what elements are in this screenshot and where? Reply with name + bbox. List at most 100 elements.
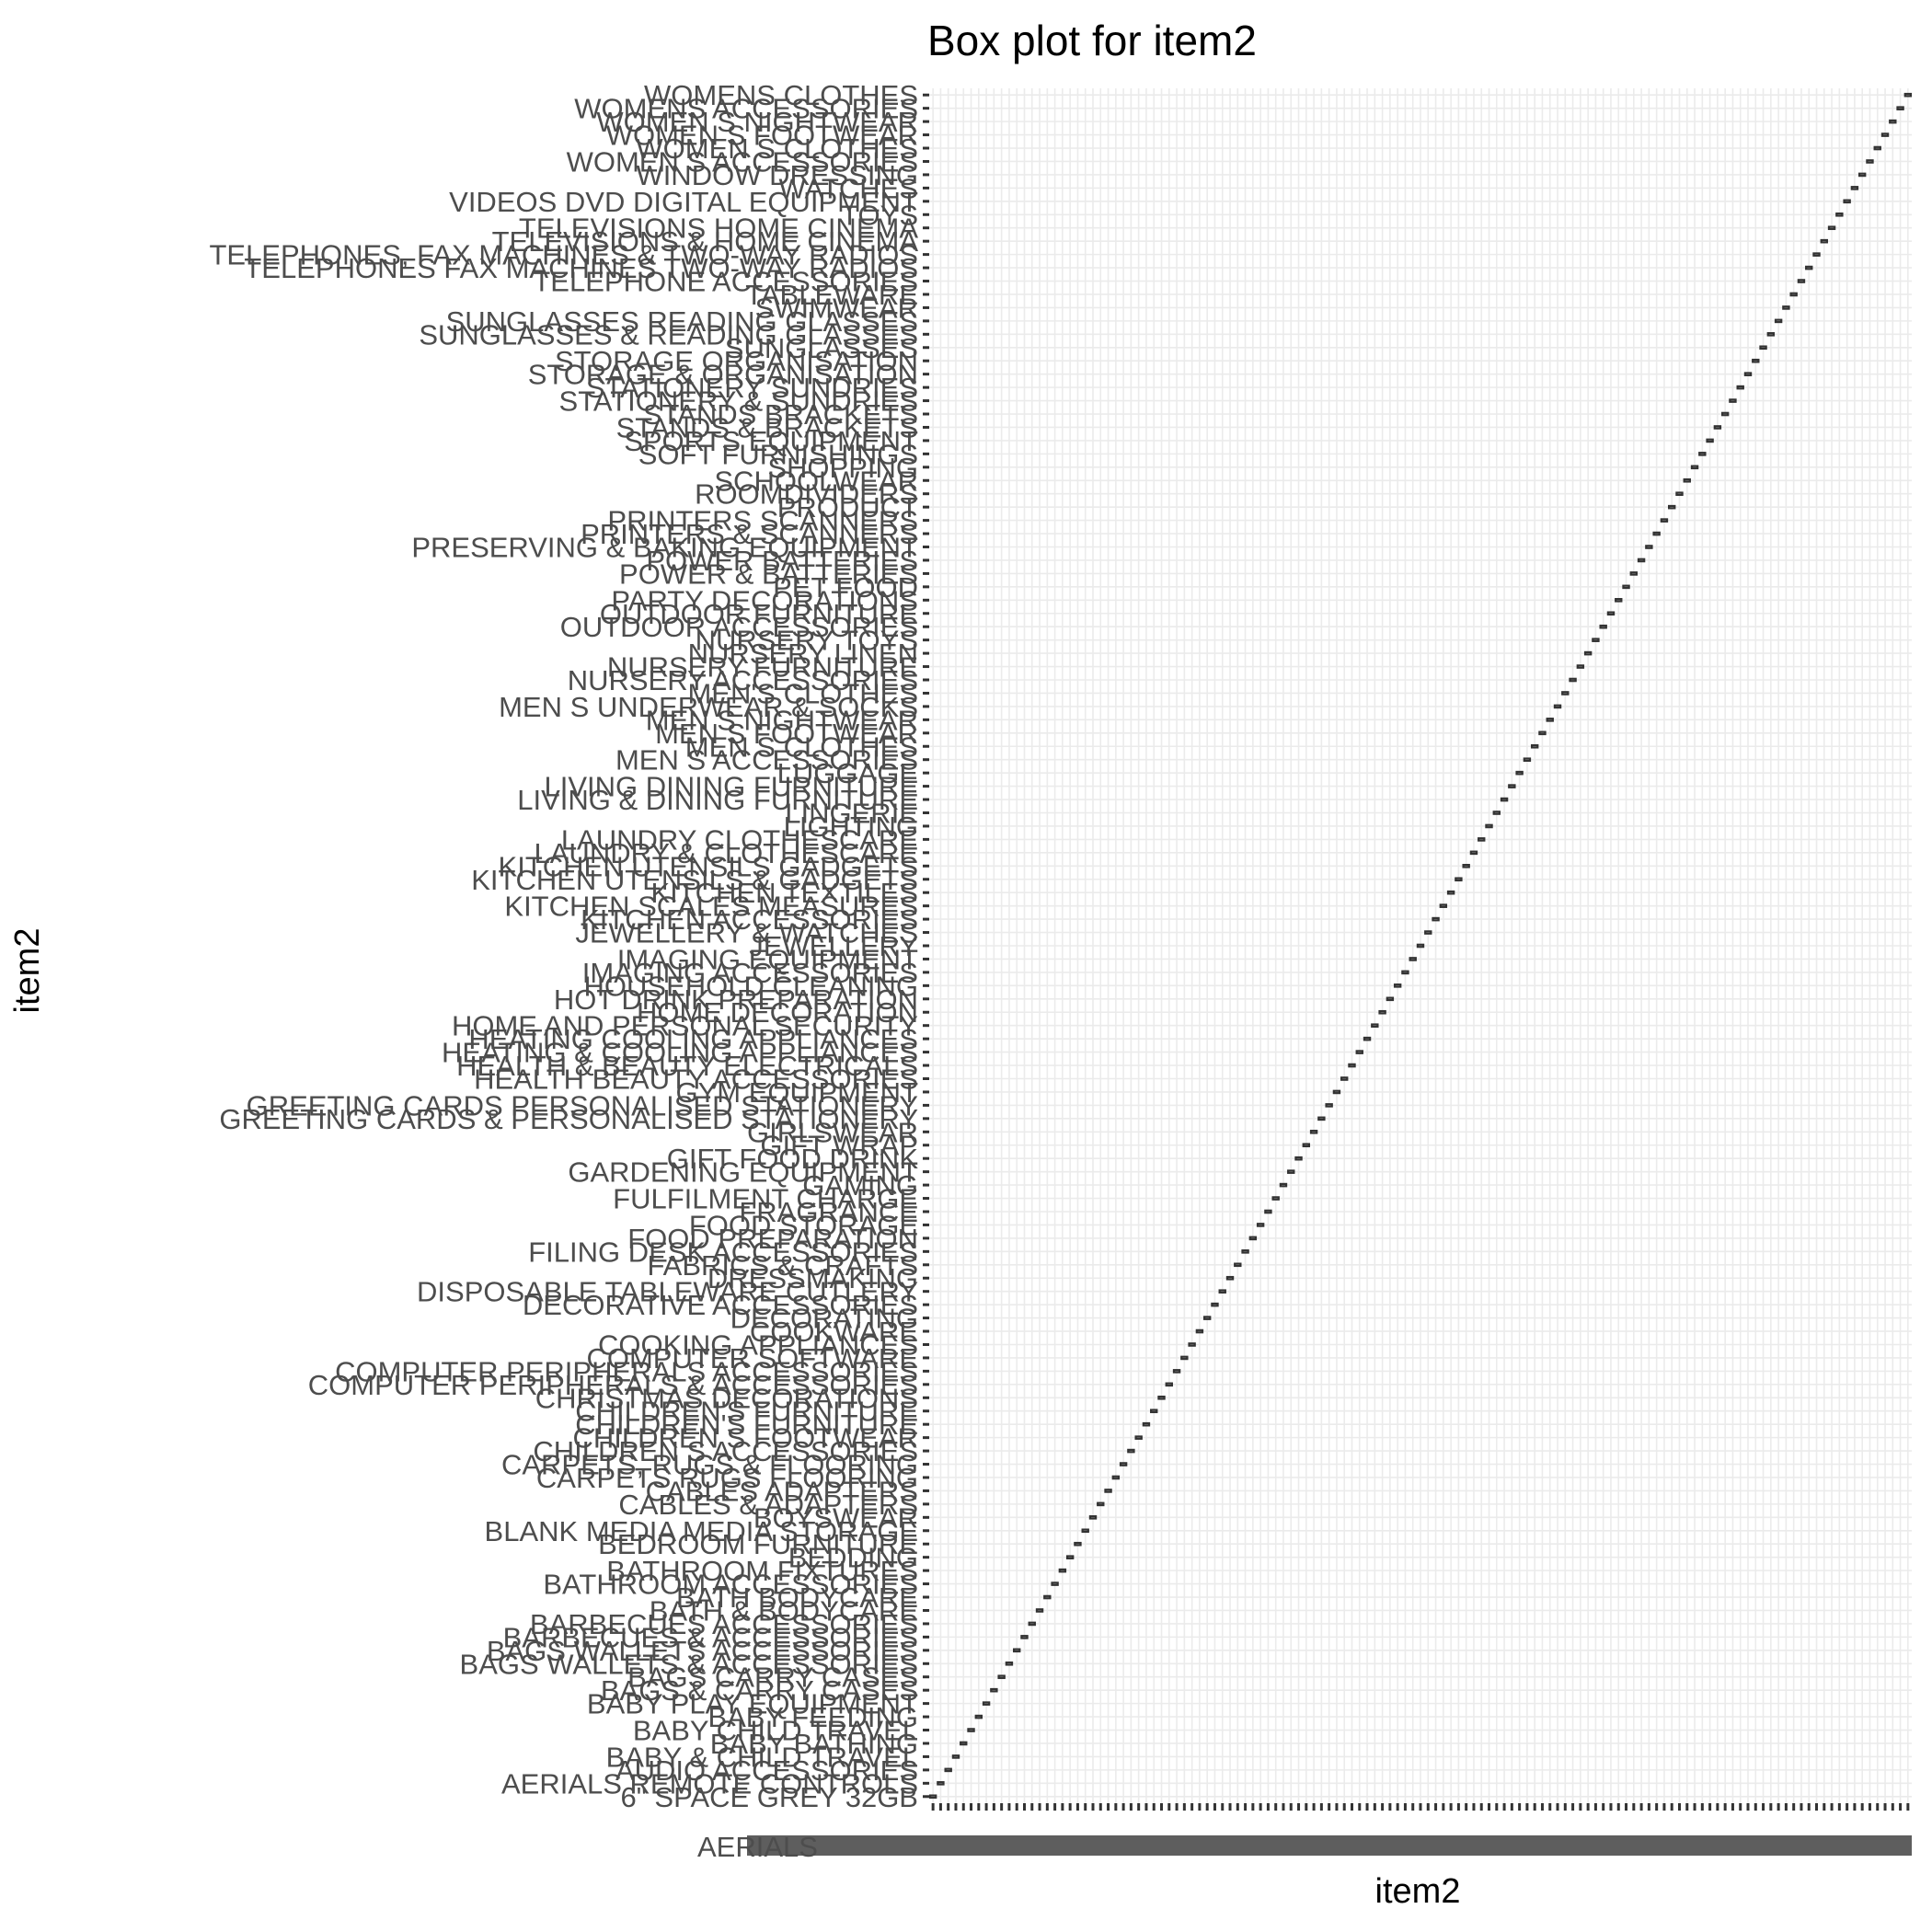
y-tick-label: BEDDING	[788, 1542, 918, 1574]
y-tick-label: WOMENS ACCESSORIES	[574, 93, 918, 125]
box-67	[1439, 903, 1448, 908]
y-tick-label: WOMEN S CLOTHES	[636, 132, 918, 165]
y-tick-label: COMPUTER PERIPHERALS & ACCESSORIES	[308, 1369, 918, 1401]
box-26	[1127, 1448, 1135, 1454]
box-127	[1896, 106, 1904, 110]
y-tick-label: DRESSMAKING	[707, 1262, 918, 1294]
y-tick-label: KITCHEN SCALES MEASURES	[504, 891, 918, 923]
box-4	[960, 1741, 968, 1746]
box-10	[1005, 1661, 1014, 1666]
box-20	[1081, 1528, 1089, 1534]
box-62	[1401, 970, 1409, 975]
box-65	[1424, 930, 1432, 935]
box-114	[1797, 279, 1806, 283]
box-14	[1035, 1608, 1044, 1613]
box-90	[1615, 598, 1623, 603]
box-69	[1455, 877, 1463, 882]
box-117	[1820, 238, 1828, 244]
y-tick-label: IMAGING ACCESSORIES	[582, 957, 918, 989]
box-71	[1469, 850, 1478, 856]
y-tick-label: PET FOOD	[773, 571, 918, 604]
box-50	[1309, 1129, 1318, 1134]
box-53	[1332, 1089, 1341, 1095]
y-tick-label: CHILDREN S FOOTWEAR	[573, 1422, 918, 1455]
y-tick-label: DECORATIVE ACCESSORIES	[523, 1289, 918, 1321]
y-tick-label: FOOD STORAGE	[689, 1209, 918, 1241]
box-0	[928, 1794, 937, 1800]
y-tick-label: GIFT FOOD DRINK	[667, 1143, 919, 1175]
y-tick-label: MEN'S CLOTHES	[687, 677, 918, 709]
y-tick-label: PARTY DECORATIONS	[611, 584, 918, 616]
y-tick-label: BABY CHILD TRAVEL	[633, 1715, 918, 1747]
y-tick-label: HEALTH BEAUTY ACCESSORIES	[474, 1063, 918, 1095]
box-82	[1553, 704, 1562, 709]
y-tick-label: NURSERY ACCESSORIES	[568, 664, 918, 696]
y-tick-label: LIVING DINING FURNITURE	[545, 771, 918, 803]
y-tick-label: HOT DRINK PREPARATION	[554, 983, 918, 1016]
y-tick-label: FILING DESK ACCESSORIES	[528, 1236, 918, 1268]
box-59	[1378, 1009, 1386, 1015]
y-tick-label: LAUNDRY & CLOTHESCARE	[535, 837, 918, 869]
box-86	[1583, 650, 1593, 656]
box-25	[1119, 1462, 1128, 1466]
box-66	[1432, 916, 1440, 922]
box-23	[1104, 1489, 1112, 1493]
box-31	[1165, 1382, 1173, 1387]
box-60	[1386, 996, 1395, 1002]
y-tick-label: POWER BATTERIES	[646, 545, 918, 577]
y-tick-label: WATCHES	[778, 172, 918, 204]
box-22	[1097, 1501, 1105, 1507]
y-tick-label: NURSERY TOYS	[696, 625, 918, 657]
y-tick-label: MEN S CLOTHES	[685, 730, 918, 763]
box-36	[1202, 1316, 1212, 1320]
box-45	[1271, 1196, 1280, 1201]
y-tick-label: DECORATING	[730, 1303, 918, 1335]
box-7	[982, 1701, 991, 1706]
y-tick-label: DISPOSABLE TABLEWARE CUTLERY	[417, 1276, 918, 1308]
y-tick-label: AERIALS REMOTE CONTROLS	[501, 1767, 918, 1800]
y-tick-label: HOME AND PERSONAL SECURITY	[452, 1010, 918, 1042]
y-tick-label: PRINTERS SCANNERS	[607, 505, 918, 537]
box-28	[1142, 1421, 1151, 1427]
box-77	[1515, 770, 1524, 776]
box-115	[1805, 265, 1813, 270]
y-tick-label: NURSERY LINEN	[688, 638, 918, 670]
box-15	[1043, 1594, 1052, 1600]
box-125	[1880, 132, 1890, 137]
y-tick-label: MEN S FOOTWEAR	[655, 718, 918, 750]
box-83	[1561, 691, 1570, 696]
y-tick-label: BATHROOM ACCESSORIES	[543, 1569, 918, 1601]
y-tick-label: CHRISTMAS DECORATIONS	[535, 1382, 918, 1414]
box-12	[1020, 1635, 1029, 1639]
y-tick-label: BABY BATHING	[710, 1728, 918, 1760]
box-64	[1416, 943, 1425, 949]
box-54	[1340, 1076, 1349, 1081]
x-tick-labels-overlap	[747, 1835, 1912, 1856]
box-19	[1074, 1541, 1082, 1547]
y-tick-label: STATIONERY SUNDRIES	[586, 372, 918, 404]
y-tick-label: CABLES ADAPTERS	[646, 1475, 918, 1507]
box-116	[1812, 252, 1821, 257]
box-109	[1759, 345, 1767, 351]
box-29	[1150, 1409, 1158, 1414]
box-18	[1065, 1555, 1075, 1559]
box-58	[1371, 1023, 1379, 1028]
box-100	[1690, 465, 1699, 470]
box-16	[1051, 1581, 1059, 1586]
box-61	[1393, 983, 1402, 988]
y-tick-label: STORAGE ORGANISATION	[555, 345, 918, 377]
box-93	[1637, 558, 1646, 563]
y-tick-label: GREETING CARDS & PERSONALISED STATIONERY	[219, 1103, 918, 1135]
box-38	[1218, 1289, 1226, 1294]
y-tick-label: JEWELLERY & WATCHES	[575, 917, 918, 949]
box-104	[1720, 411, 1730, 417]
box-49	[1302, 1143, 1311, 1148]
y-tick-label: PRODUCT	[777, 491, 918, 523]
box-27	[1134, 1435, 1143, 1440]
box-40	[1234, 1262, 1242, 1268]
box-97	[1668, 504, 1676, 510]
y-tick-label: WOMEN S ACCESSORIES	[567, 145, 918, 178]
y-tick-label: SHOPPING	[767, 452, 918, 484]
y-tick-label: BAGS WALLETS ACCESSORIES	[487, 1635, 918, 1667]
y-tick-label: COOKWARE	[750, 1316, 918, 1348]
